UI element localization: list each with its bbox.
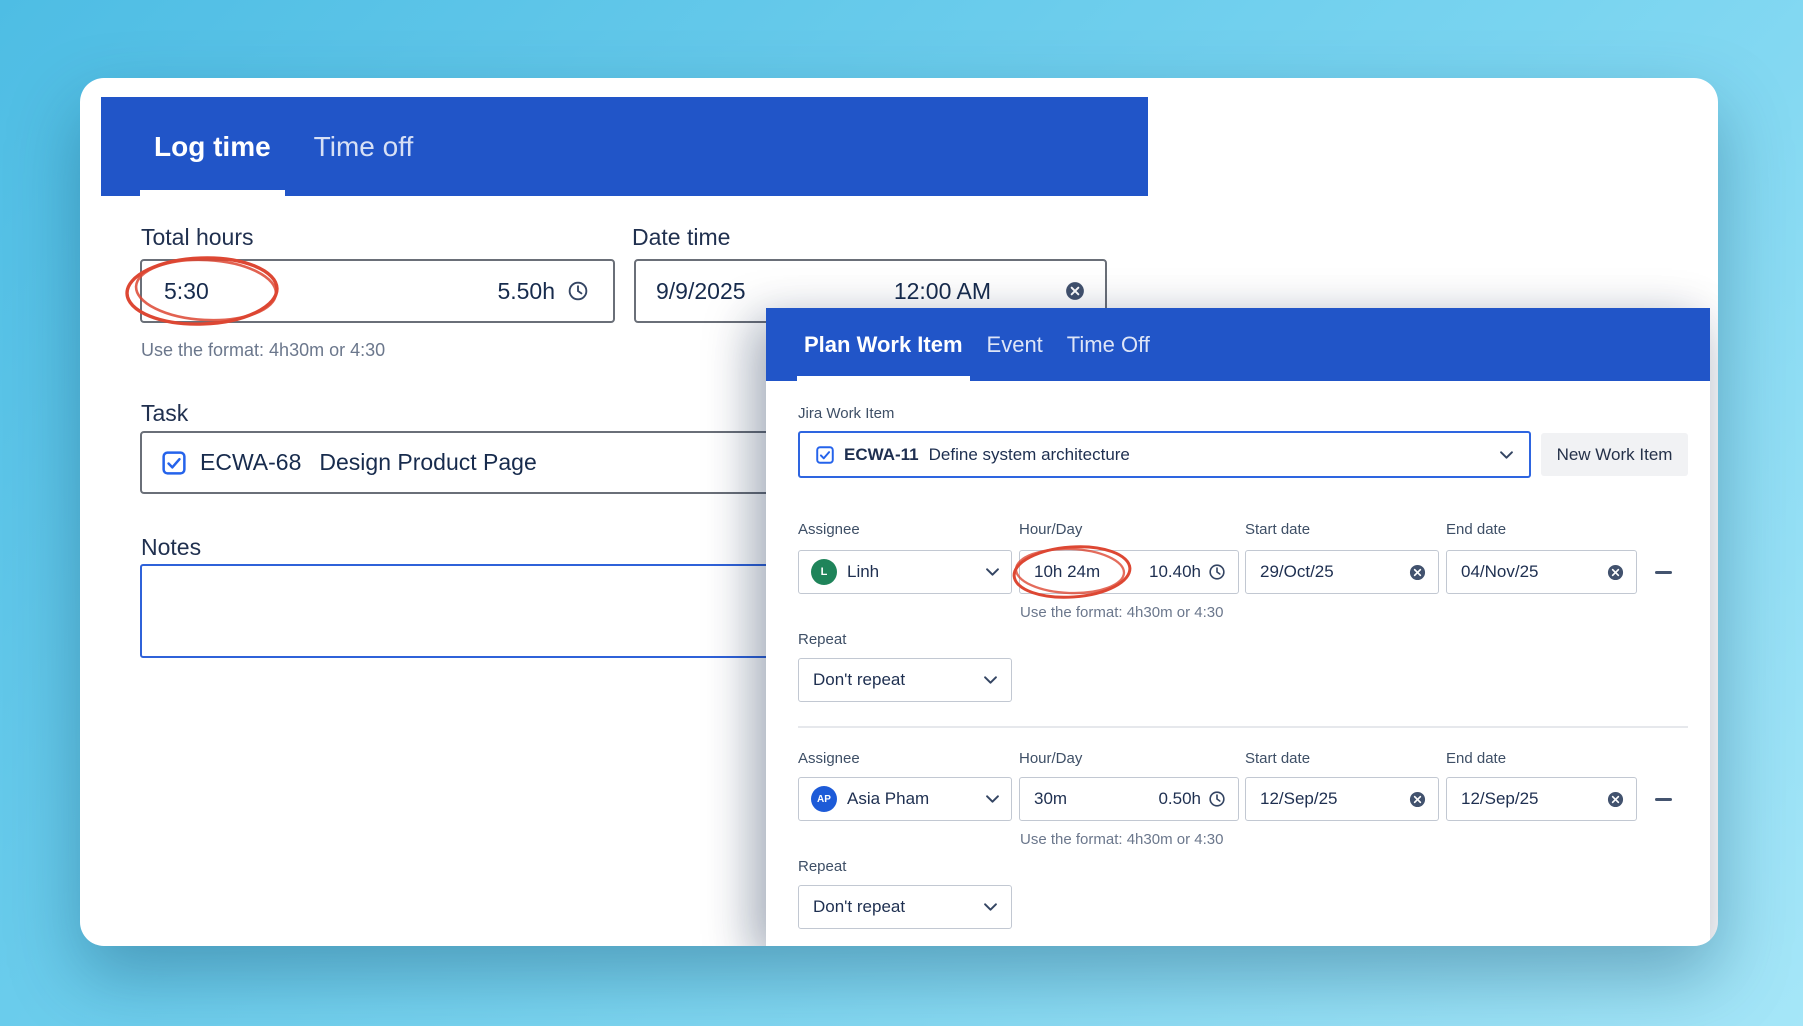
work-item-checkbox-icon: [816, 445, 834, 464]
start-date-input[interactable]: 12/Sep/25: [1245, 777, 1439, 821]
total-hours-label: Total hours: [141, 224, 254, 250]
clear-icon[interactable]: [1065, 281, 1085, 301]
task-checkbox-icon: [162, 450, 186, 475]
tab-time-off-label: Time off: [313, 130, 414, 162]
tab-log-time-label: Log time: [154, 130, 271, 162]
hour-day-computed: 10.40h: [1149, 562, 1201, 581]
avatar-initials: L: [820, 566, 828, 578]
work-item-key: ECWA-11: [844, 444, 919, 464]
tab-event[interactable]: Event: [980, 308, 1050, 381]
hour-day-label: Hour/Day: [1019, 521, 1083, 538]
chevron-down-icon: [986, 568, 999, 576]
repeat-select[interactable]: Don't repeat: [798, 885, 1012, 929]
hour-day-input[interactable]: 30m 0.50h: [1019, 777, 1239, 821]
end-date-value: 04/Nov/25: [1461, 562, 1539, 581]
tab-log-time[interactable]: Log time: [140, 97, 285, 196]
repeat-select[interactable]: Don't repeat: [798, 658, 1012, 702]
notes-label: Notes: [141, 534, 202, 560]
chevron-down-icon: [1500, 450, 1513, 459]
clock-icon: [1208, 790, 1226, 808]
format-helper-text: Use the format: 4h30m or 4:30: [141, 340, 386, 360]
start-date-value: 12/Sep/25: [1260, 789, 1338, 808]
hour-day-value: 10h 24m: [1034, 562, 1101, 581]
minus-icon: [1654, 797, 1672, 801]
log-time-tab-bar: Log time Time off: [101, 97, 1148, 196]
end-date-input[interactable]: 04/Nov/25: [1446, 550, 1637, 594]
tab-time-off-plan[interactable]: Time Off: [1060, 308, 1157, 381]
task-key: ECWA-68: [200, 449, 302, 475]
total-hours-input[interactable]: 5:30 5.50h: [140, 259, 615, 323]
repeat-label: Repeat: [798, 631, 847, 648]
chevron-down-icon: [984, 903, 997, 911]
tab-time-off-plan-label: Time Off: [1066, 331, 1150, 357]
clear-icon[interactable]: [1409, 564, 1426, 581]
hour-day-computed: 0.50h: [1158, 789, 1201, 808]
row-divider: [798, 726, 1688, 728]
date-value: 9/9/2025: [656, 277, 746, 304]
plan-tab-bar: Plan Work Item Event Time Off: [766, 308, 1710, 381]
format-helper-text: Use the format: 4h30m or 4:30: [1020, 604, 1224, 621]
remove-row-button[interactable]: [1648, 550, 1678, 594]
start-date-label: Start date: [1245, 521, 1311, 538]
chevron-down-icon: [984, 676, 997, 684]
end-date-label: End date: [1446, 521, 1507, 538]
assignee-label: Assignee: [798, 521, 860, 538]
assignee-name: Asia Pham: [847, 789, 930, 808]
format-helper-text: Use the format: 4h30m or 4:30: [1020, 831, 1224, 848]
clear-icon[interactable]: [1409, 791, 1426, 808]
task-summary: Design Product Page: [319, 449, 537, 475]
avatar-initials: AP: [817, 793, 831, 805]
jira-work-item-label: Jira Work Item: [798, 405, 895, 422]
task-label: Task: [141, 400, 189, 426]
minus-icon: [1654, 570, 1672, 574]
tab-time-off[interactable]: Time off: [300, 97, 428, 196]
clear-icon[interactable]: [1607, 564, 1624, 581]
assignee-select[interactable]: L Linh: [798, 550, 1012, 594]
end-date-value: 12/Sep/25: [1461, 789, 1539, 808]
avatar: AP: [811, 786, 837, 812]
assignee-label: Assignee: [798, 750, 860, 767]
assignee-name: Linh: [847, 562, 880, 581]
hour-day-label: Hour/Day: [1019, 750, 1083, 767]
tab-plan-work-item-label: Plan Work Item: [804, 331, 963, 357]
hour-day-input[interactable]: 10h 24m 10.40h: [1019, 550, 1239, 594]
hour-day-value: 30m: [1034, 789, 1068, 808]
plan-work-item-dialog: Plan Work Item Event Time Off Jira Work …: [766, 308, 1710, 946]
date-time-label: Date time: [632, 224, 731, 250]
end-date-input[interactable]: 12/Sep/25: [1446, 777, 1637, 821]
chevron-down-icon: [986, 795, 999, 803]
work-item-select[interactable]: ECWA-11 Define system architecture: [798, 431, 1531, 478]
remove-row-button[interactable]: [1648, 777, 1678, 821]
clock-icon: [1208, 563, 1226, 581]
clock-icon: [567, 280, 589, 302]
total-hours-computed: 5.50h: [497, 277, 555, 304]
avatar: L: [811, 559, 837, 585]
start-date-input[interactable]: 29/Oct/25: [1245, 550, 1439, 594]
assignee-select[interactable]: AP Asia Pham: [798, 777, 1012, 821]
repeat-value: Don't repeat: [813, 670, 906, 689]
main-card: Log time Time off Total hours 5:30 5.50h…: [80, 78, 1718, 946]
end-date-label: End date: [1446, 750, 1507, 767]
work-item-summary: Define system architecture: [928, 444, 1130, 464]
time-value: 12:00 AM: [893, 277, 991, 304]
new-work-item-button[interactable]: New Work Item: [1541, 433, 1688, 476]
start-date-value: 29/Oct/25: [1260, 562, 1334, 581]
start-date-label: Start date: [1245, 750, 1311, 767]
repeat-label: Repeat: [798, 858, 847, 875]
clear-icon[interactable]: [1607, 791, 1624, 808]
total-hours-value: 5:30: [164, 277, 209, 304]
tab-plan-work-item[interactable]: Plan Work Item: [797, 308, 970, 381]
tab-event-label: Event: [986, 331, 1043, 357]
repeat-value: Don't repeat: [813, 897, 906, 916]
